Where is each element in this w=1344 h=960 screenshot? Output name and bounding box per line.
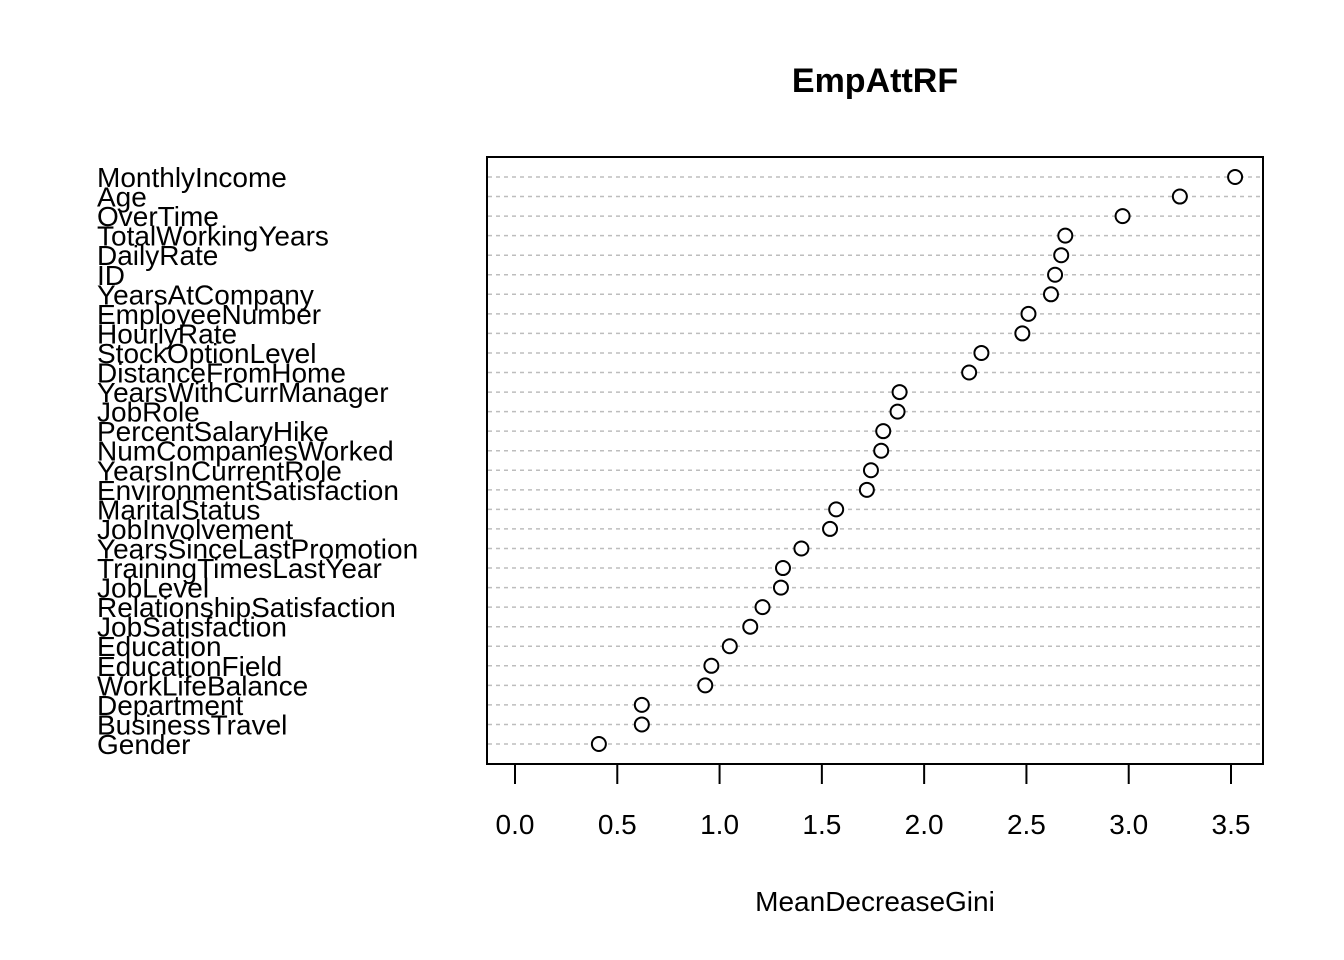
category-label: HourlyRate: [97, 318, 237, 349]
x-axis-label: MeanDecreaseGini: [755, 886, 995, 917]
category-label: YearsAtCompany: [97, 279, 314, 310]
x-axis: 0.0 0.5 1.0 1.5 2.0 2.5 3.0 3.5: [496, 763, 1251, 840]
category-label: BusinessTravel: [97, 709, 287, 740]
category-label: JobInvolvement: [97, 514, 293, 545]
category-label: Department: [97, 690, 244, 721]
category-label: DailyRate: [97, 240, 218, 271]
data-point: [889, 403, 906, 420]
category-label: StockOptionLevel: [97, 338, 316, 369]
data-point: [772, 579, 789, 596]
data-point: [1047, 266, 1064, 283]
data-point: [633, 716, 650, 733]
grid-lines: [488, 176, 1262, 745]
chart-title: EmpAttRF: [792, 62, 958, 100]
data-point: [1053, 247, 1070, 264]
category-label: WorkLifeBalance: [97, 670, 308, 701]
category-label: OverTime: [97, 201, 219, 232]
x-tick-label: 1.5: [802, 809, 841, 840]
category-label: Education: [97, 631, 222, 662]
category-label: JobRole: [97, 397, 200, 428]
category-label: TotalWorkingYears: [97, 221, 329, 252]
data-point: [1014, 325, 1031, 342]
data-point: [1227, 169, 1244, 185]
category-label: JobSatisfaction: [97, 612, 287, 643]
category-label: EnvironmentSatisfaction: [97, 475, 399, 506]
data-point: [1057, 227, 1074, 244]
category-label: Gender: [97, 729, 190, 760]
x-tick-label: 2.0: [905, 809, 944, 840]
data-point: [793, 540, 810, 557]
category-label: NumCompaniesWorked: [97, 436, 394, 467]
x-tick-label: 2.5: [1007, 809, 1046, 840]
data-point: [1171, 188, 1188, 205]
data-point: [828, 501, 845, 518]
category-label: DistanceFromHome: [97, 358, 346, 389]
data-point: [1020, 305, 1037, 322]
data-point: [703, 657, 720, 674]
data-points: [590, 169, 1244, 752]
category-label: MaritalStatus: [97, 494, 260, 525]
category-label: YearsWithCurrManager: [97, 377, 389, 408]
data-point: [590, 736, 607, 752]
x-tick-label: 3.5: [1212, 809, 1251, 840]
category-label: EmployeeNumber: [97, 299, 321, 330]
data-point: [774, 560, 791, 577]
data-point: [875, 423, 892, 440]
category-label: MonthlyIncome: [97, 162, 287, 193]
x-tick-label: 1.0: [700, 809, 739, 840]
data-point: [1042, 286, 1059, 303]
data-point: [961, 364, 978, 381]
data-point: [754, 599, 771, 616]
category-label: YearsInCurrentRole: [97, 455, 342, 486]
data-point: [862, 462, 879, 479]
category-label: JobLevel: [97, 573, 209, 604]
x-tick-label: 0.5: [598, 809, 637, 840]
data-point: [873, 442, 890, 459]
category-labels: MonthlyIncomeAgeOverTimeTotalWorkingYear…: [97, 162, 418, 760]
category-label: RelationshipSatisfaction: [97, 592, 396, 623]
category-label: PercentSalaryHike: [97, 416, 329, 447]
data-point: [1114, 208, 1131, 225]
data-point: [891, 384, 908, 401]
data-point: [697, 677, 714, 694]
category-label: ID: [97, 260, 125, 291]
category-label: TrainingTimesLastYear: [97, 553, 382, 584]
category-label: Age: [97, 182, 147, 213]
x-tick-label: 0.0: [496, 809, 535, 840]
category-label: YearsSinceLastPromotion: [97, 533, 418, 564]
data-point: [858, 481, 875, 498]
data-point: [822, 520, 839, 537]
plot-frame: [486, 156, 1264, 765]
data-point: [633, 696, 650, 713]
data-point: [973, 344, 990, 361]
data-point: [742, 618, 759, 635]
x-tick-label: 3.0: [1109, 809, 1148, 840]
category-label: EducationField: [97, 651, 282, 682]
data-point: [721, 638, 738, 655]
